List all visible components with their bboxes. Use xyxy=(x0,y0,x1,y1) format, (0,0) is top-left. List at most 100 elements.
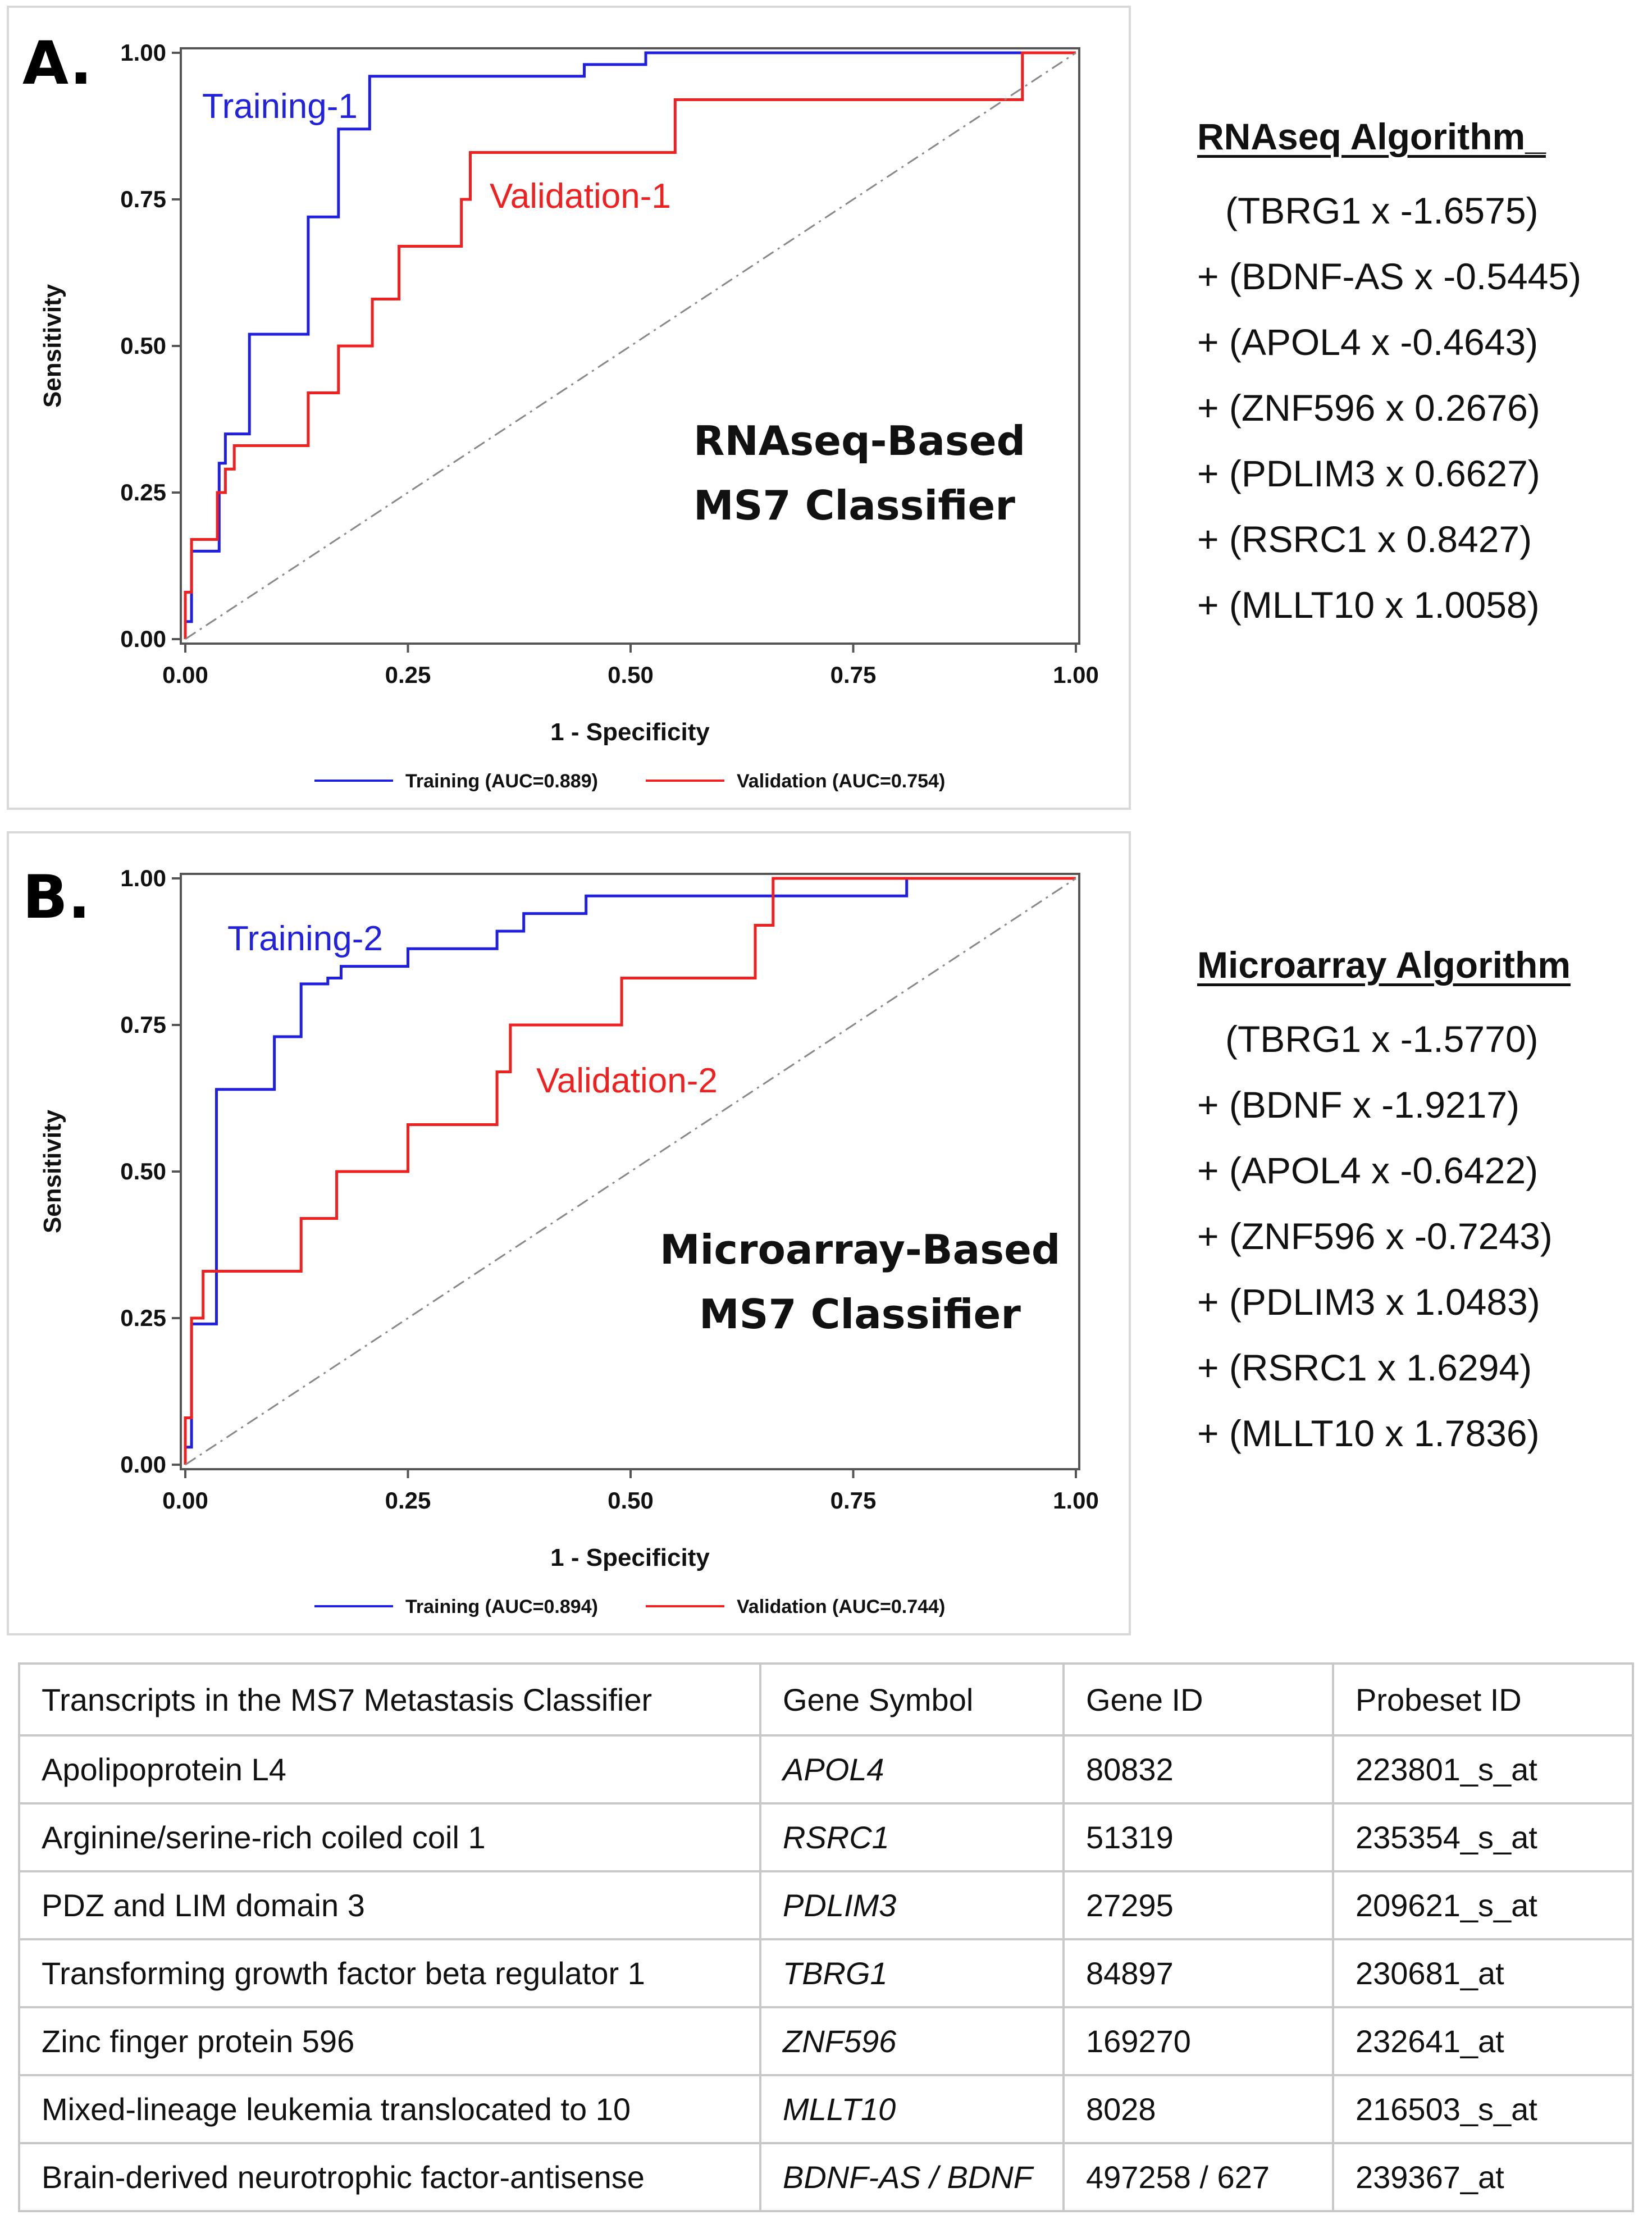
roc-chart-b: 0.00 0.25 0.50 0.75 1.00 0.00 0.25 0.50 0.75 1.00… xyxy=(39,865,1099,1617)
validation-2-label: Validation-2 xyxy=(536,1061,718,1100)
table-row: PDZ and LIM domain 3 PDLIM3 27295 209621… xyxy=(18,1870,1634,1940)
table-header: Gene ID xyxy=(1062,1662,1334,1737)
transcript-name: PDZ and LIM domain 3 xyxy=(18,1870,761,1940)
legend-training-text: Training (AUC=0.889) xyxy=(405,771,598,792)
rnaseq-algorithm: RNAseq Algorithm_ (TBRG1 x -1.6575) + (B… xyxy=(1197,115,1581,638)
algorithm-term: + (PDLIM3 x 1.0483) xyxy=(1197,1281,1540,1323)
y-tick-label: 0.25 xyxy=(120,479,166,505)
x-tick-label: 1.00 xyxy=(1053,662,1099,688)
transcript-name: Arginine/serine-rich coiled coil 1 xyxy=(18,1802,761,1872)
y-axis-title: Sensitivity xyxy=(39,284,66,408)
y-axis-title: Sensitivity xyxy=(39,1109,66,1233)
algorithm-term: + (RSRC1 x 0.8427) xyxy=(1197,518,1532,560)
x-tick-label: 0.25 xyxy=(385,662,431,688)
gene-symbol: MLLT10 xyxy=(759,2074,1065,2144)
legend-training-text: Training (AUC=0.894) xyxy=(405,1596,598,1617)
gene-symbol: ZNF596 xyxy=(759,2006,1065,2076)
gene-id: 27295 xyxy=(1062,1870,1334,1940)
x-tick-label: 0.50 xyxy=(608,1487,654,1514)
training-2-label: Training-2 xyxy=(227,919,383,958)
transcript-name: Brain-derived neurotrophic factor-antise… xyxy=(18,2142,761,2212)
transcript-name: Transforming growth factor beta regulato… xyxy=(18,1938,761,2008)
table-row: Apolipoprotein L4 APOL4 80832 223801_s_a… xyxy=(18,1734,1634,1804)
y-tick-label: 0.00 xyxy=(120,1451,166,1478)
legend-validation-text: Validation (AUC=0.754) xyxy=(737,771,945,792)
algorithm-term: + (ZNF596 x 0.2676) xyxy=(1197,387,1540,429)
y-tick-label: 0.25 xyxy=(120,1305,166,1331)
algorithm-term: + (APOL4 x -0.6422) xyxy=(1197,1150,1539,1191)
table-header: Gene Symbol xyxy=(759,1662,1065,1737)
gene-symbol: APOL4 xyxy=(759,1734,1065,1804)
gene-symbol: BDNF-AS / BDNF xyxy=(759,2142,1065,2212)
legend-validation-text: Validation (AUC=0.744) xyxy=(737,1596,945,1617)
panel-a-letter: A. xyxy=(22,29,93,98)
validation-1-label: Validation-1 xyxy=(490,177,671,216)
table-row: Brain-derived neurotrophic factor-antise… xyxy=(18,2142,1634,2212)
algorithm-term: + (APOL4 x -0.4643) xyxy=(1197,321,1539,363)
y-tick-label: 0.75 xyxy=(120,186,166,212)
gene-symbol: PDLIM3 xyxy=(759,1870,1065,1940)
gene-symbol: RSRC1 xyxy=(759,1802,1065,1872)
y-tick-label: 0.50 xyxy=(120,1158,166,1184)
table-header: Probeset ID xyxy=(1332,1662,1634,1737)
validation-roc-curve xyxy=(184,877,1076,1465)
validation-roc-curve xyxy=(184,51,1076,639)
probeset-id: 216503_s_at xyxy=(1332,2074,1634,2144)
algorithm-term: + (BDNF x -1.9217) xyxy=(1197,1084,1520,1125)
algorithm-term: (TBRG1 x -1.6575) xyxy=(1225,190,1539,231)
table-header: Transcripts in the MS7 Metastasis Classi… xyxy=(18,1662,761,1737)
x-tick-label: 0.00 xyxy=(162,1487,208,1514)
algorithm-term: (TBRG1 x -1.5770) xyxy=(1225,1018,1539,1060)
gene-symbol: TBRG1 xyxy=(759,1938,1065,2008)
x-tick-label: 0.75 xyxy=(830,662,877,688)
algorithm-title: Microarray Algorithm xyxy=(1197,944,1571,986)
y-tick-label: 1.00 xyxy=(120,39,166,66)
y-tick-label: 0.00 xyxy=(120,626,166,652)
y-tick-label: 1.00 xyxy=(120,865,166,891)
probeset-id: 232641_at xyxy=(1332,2006,1634,2076)
x-axis-title: 1 - Specificity xyxy=(550,718,710,746)
reference-diagonal-line xyxy=(185,877,1076,1466)
classifier-title-line1: Microarray-Based xyxy=(660,1226,1060,1273)
probeset-id: 230681_at xyxy=(1332,1938,1634,2008)
microarray-algorithm: Microarray Algorithm (TBRG1 x -1.5770) +… xyxy=(1197,944,1571,1466)
y-tick-label: 0.50 xyxy=(120,332,166,359)
x-tick-label: 1.00 xyxy=(1053,1487,1099,1514)
gene-id: 84897 xyxy=(1062,1938,1334,2008)
transcript-name: Apolipoprotein L4 xyxy=(18,1734,761,1804)
roc-chart-a: 0.00 0.25 0.50 0.75 1.00 0.00 0.25 0.50 0.75 1.00… xyxy=(39,39,1099,792)
algorithm-term: + (MLLT10 x 1.7836) xyxy=(1197,1412,1540,1454)
algorithm-term: + (ZNF596 x -0.7243) xyxy=(1197,1215,1553,1257)
training-roc-curve xyxy=(184,51,1076,639)
x-tick-label: 0.75 xyxy=(830,1487,877,1514)
probeset-id: 209621_s_at xyxy=(1332,1870,1634,1940)
algorithm-term: + (BDNF-AS x -0.5445) xyxy=(1197,256,1582,297)
table-header-row: Transcripts in the MS7 Metastasis Classi… xyxy=(18,1662,1634,1737)
algorithm-term: + (MLLT10 x 1.0058) xyxy=(1197,584,1540,626)
algorithm-term: + (RSRC1 x 1.6294) xyxy=(1197,1347,1532,1388)
probeset-id: 239367_at xyxy=(1332,2142,1634,2212)
table-row: Mixed-lineage leukemia translocated to 1… xyxy=(18,2074,1634,2144)
x-axis-title: 1 - Specificity xyxy=(550,1544,710,1571)
probeset-id: 235354_s_at xyxy=(1332,1802,1634,1872)
table-row: Arginine/serine-rich coiled coil 1 RSRC1… xyxy=(18,1802,1634,1872)
algorithm-title: RNAseq Algorithm_ xyxy=(1197,116,1546,157)
training-roc-curve xyxy=(184,877,1076,1465)
classifier-title-line1: RNAseq-Based xyxy=(693,417,1025,464)
gene-id: 8028 xyxy=(1062,2074,1334,2144)
panel-b-letter: B. xyxy=(22,863,91,932)
reference-diagonal-line xyxy=(185,52,1076,640)
gene-id: 169270 xyxy=(1062,2006,1334,2076)
training-1-label: Training-1 xyxy=(202,87,358,126)
gene-id: 497258 / 627 xyxy=(1062,2142,1334,2212)
gene-id: 80832 xyxy=(1062,1734,1334,1804)
gene-id: 51319 xyxy=(1062,1802,1334,1872)
classifier-title-line2: MS7 Classifier xyxy=(699,1291,1021,1338)
x-tick-label: 0.25 xyxy=(385,1487,431,1514)
algorithm-term: + (PDLIM3 x 0.6627) xyxy=(1197,453,1540,494)
y-tick-label: 0.75 xyxy=(120,1011,166,1038)
x-tick-label: 0.50 xyxy=(608,662,654,688)
ms7-transcripts-table: Transcripts in the MS7 Metastasis Classi… xyxy=(18,1662,1634,2212)
table-row: Transforming growth factor beta regulato… xyxy=(18,1938,1634,2008)
table-row: Zinc finger protein 596 ZNF596 169270 23… xyxy=(18,2006,1634,2076)
